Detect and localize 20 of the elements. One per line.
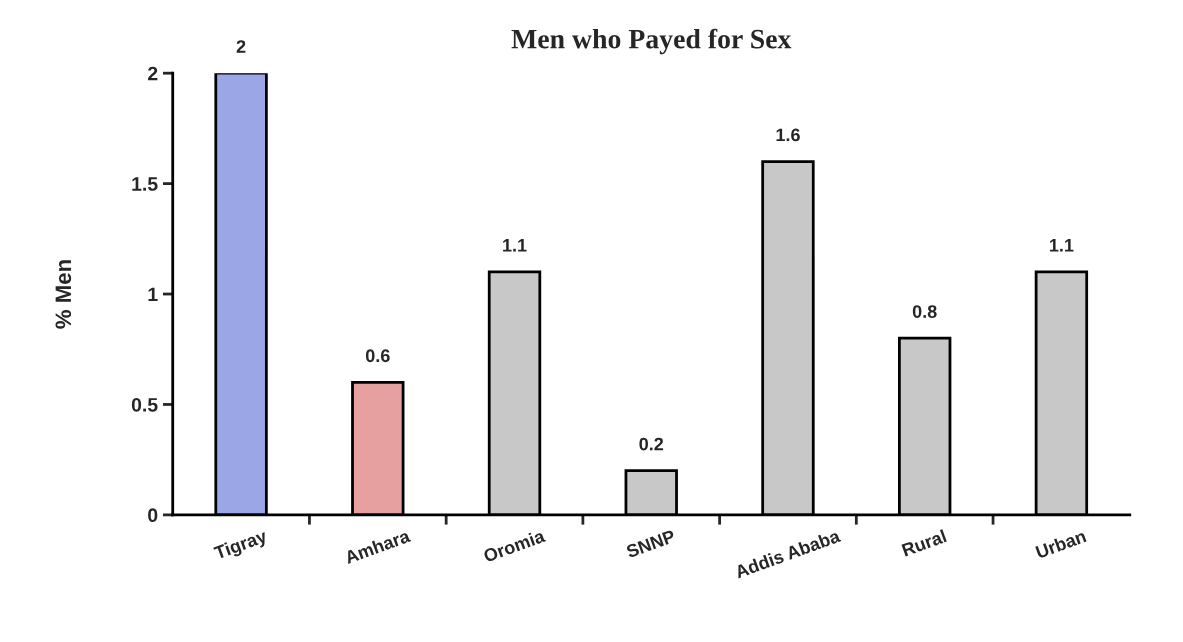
chart-title: Men who Payed for Sex bbox=[511, 28, 792, 55]
y-tick-label: 1 bbox=[148, 287, 158, 302]
data-label: 1.6 bbox=[776, 128, 800, 142]
x-tick-label: Tigray bbox=[213, 528, 270, 564]
y-tick-label: 0.5 bbox=[131, 397, 158, 412]
data-label: 0.2 bbox=[639, 437, 664, 451]
data-label: 0.8 bbox=[912, 305, 937, 318]
y-tick-label: 0 bbox=[148, 508, 158, 523]
data-label: 1.1 bbox=[1049, 239, 1074, 252]
data-label: 2 bbox=[236, 40, 246, 53]
x-tick-label: Urban bbox=[1035, 529, 1087, 559]
data-label: 0.6 bbox=[365, 349, 390, 363]
x-tick-label: Rural bbox=[901, 529, 947, 557]
x-tick-label: Oromia bbox=[482, 528, 546, 563]
y-tick-label: 1.5 bbox=[132, 177, 158, 191]
x-tick-label: Addis Ababa bbox=[733, 528, 842, 579]
y-tick-label: 2 bbox=[148, 66, 158, 81]
x-tick-label: SNNP bbox=[625, 529, 676, 559]
data-label: 1.1 bbox=[503, 239, 527, 252]
y-axis-title: % Men bbox=[55, 260, 72, 329]
